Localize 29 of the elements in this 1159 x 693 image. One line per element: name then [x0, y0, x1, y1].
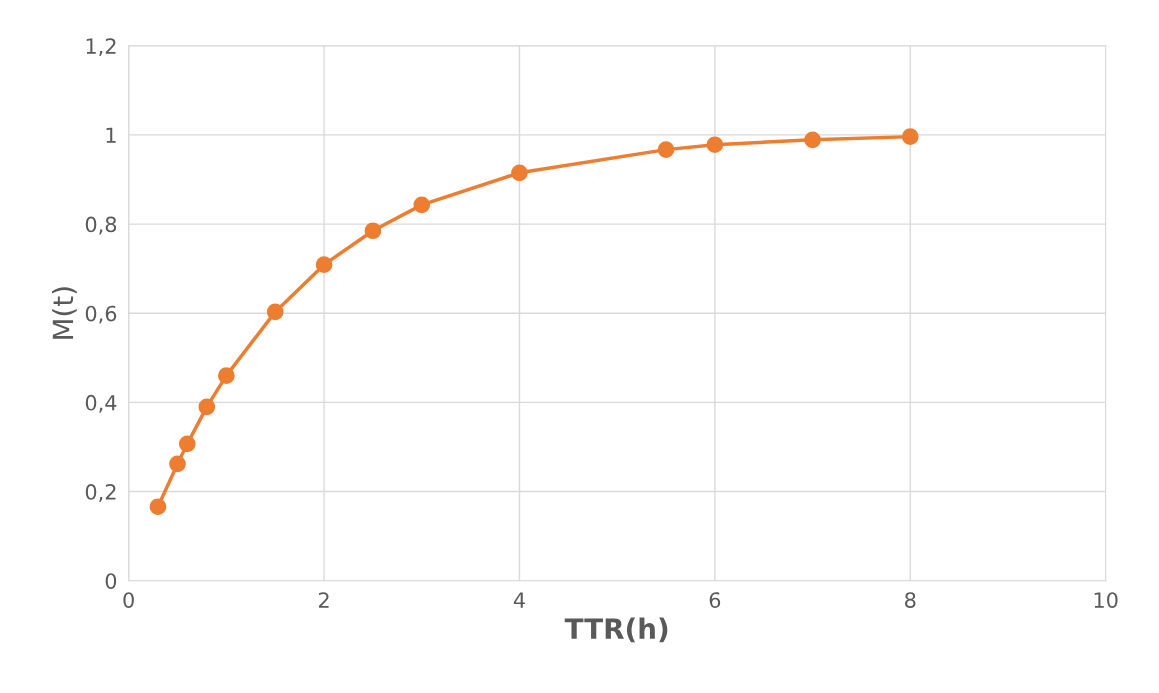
point: [706, 136, 724, 154]
point: [266, 303, 284, 321]
point: [511, 164, 528, 182]
x-tick-label: 6: [709, 592, 721, 608]
x-tick-label: 4: [513, 592, 525, 608]
y-axis-title: M(t): [52, 287, 77, 339]
y-tick-label: 0,4: [85, 394, 117, 413]
point: [315, 256, 333, 273]
point: [218, 367, 235, 384]
x-tick-label: 0: [123, 592, 134, 608]
point: [198, 398, 216, 416]
point: [657, 141, 675, 158]
x-tick-label: 10: [1094, 592, 1118, 608]
y-tick-label: 0,2: [85, 484, 116, 502]
y-tick-label: 0: [105, 573, 117, 589]
point: [413, 196, 431, 214]
x-axis-title: TTR(h): [564, 617, 668, 643]
x-tick-label: 8: [905, 592, 916, 608]
x-tick-label: 2: [318, 592, 329, 608]
point: [364, 222, 382, 240]
point: [169, 455, 186, 473]
y-tick-label: 1: [106, 127, 116, 143]
y-tick-label: 1,2: [86, 38, 116, 57]
y-tick-label: 0,8: [85, 216, 117, 235]
point: [178, 435, 196, 453]
point: [149, 498, 167, 516]
point: [901, 128, 919, 146]
point: [804, 131, 821, 149]
y-tick-label: 0,6: [85, 305, 117, 324]
